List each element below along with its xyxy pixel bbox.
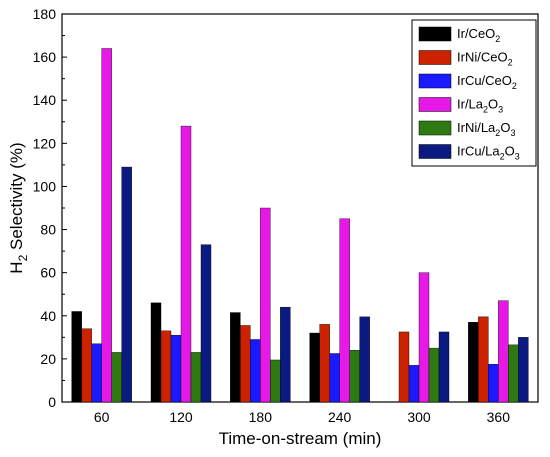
- legend-swatch: [418, 50, 452, 65]
- y-tick-label: 80: [40, 222, 56, 238]
- legend-entry-subscript: 2: [508, 58, 513, 68]
- bar: [359, 316, 370, 403]
- bar: [498, 300, 509, 403]
- y-tick-label: 40: [40, 308, 56, 324]
- legend-entry-subscript: 2: [495, 128, 500, 138]
- bar: [339, 218, 350, 403]
- bar: [150, 302, 162, 403]
- x-tick-label: 240: [328, 409, 352, 425]
- y-tick-label: 20: [40, 351, 56, 367]
- bar: [398, 331, 410, 403]
- bar: [111, 352, 122, 403]
- legend-entry-label: Ir/La2O3: [457, 97, 503, 115]
- legend-entry-label: IrNi/CeO2: [457, 50, 513, 68]
- bar: [121, 166, 132, 403]
- legend-entry-label: IrNi/La2O3: [457, 120, 515, 138]
- y-tick-label: 0: [48, 394, 56, 410]
- x-tick-label: 120: [169, 409, 193, 425]
- y-tick-label: 100: [33, 178, 57, 194]
- bar: [329, 353, 340, 403]
- legend-swatch: [418, 120, 452, 136]
- bar: [101, 48, 112, 403]
- bar: [170, 334, 182, 403]
- legend-swatch: [418, 97, 452, 112]
- legend-entry-subscript: 2: [500, 152, 505, 162]
- legend-entry-name: Ir/CeO: [457, 26, 495, 41]
- legend-entry-label: IrCu/La2O3: [457, 144, 520, 162]
- legend-entry-label: Ir/CeO2: [457, 26, 500, 44]
- x-tick-label: 180: [249, 409, 273, 425]
- bar: [200, 244, 212, 403]
- legend-entry-name-part: O: [505, 144, 515, 159]
- legend-entry-name: Ir/La: [457, 97, 484, 112]
- bar: [81, 328, 92, 403]
- legend-entry-name-part: O: [500, 120, 510, 135]
- bar: [240, 325, 251, 403]
- y-axis-title: H2 Selectivity (%): [7, 142, 30, 273]
- bar: [270, 359, 281, 403]
- x-axis-title: Time-on-stream (min): [219, 429, 382, 448]
- bar: [230, 312, 241, 403]
- x-tick-label: 300: [407, 409, 431, 425]
- bar: [438, 331, 450, 403]
- bar: [260, 207, 271, 403]
- y-tick-label: 160: [33, 49, 57, 65]
- legend-entry-name: IrNi/CeO: [457, 50, 508, 65]
- bar: [190, 352, 202, 403]
- legend-entry-name-part: O: [488, 97, 498, 112]
- bar: [478, 316, 489, 403]
- y-tick-label: 140: [33, 92, 57, 108]
- bar: [160, 330, 172, 403]
- y-tick-label: 180: [33, 6, 57, 22]
- bar: [71, 311, 82, 403]
- bar: [518, 337, 529, 403]
- legend-box: [411, 19, 537, 167]
- bar: [408, 365, 420, 403]
- legend-entry-subscript: 3: [498, 105, 503, 115]
- bar: [250, 339, 261, 403]
- y-axis-title-subscript: 2: [16, 254, 30, 261]
- legend-entry-name: IrCu/La: [457, 144, 500, 159]
- bar: [91, 343, 102, 403]
- legend: Ir/CeO2IrNi/CeO2IrCu/CeO2Ir/La2O3IrNi/La…: [411, 19, 537, 167]
- legend-swatch: [418, 73, 452, 89]
- bar: [418, 272, 430, 403]
- bar: [488, 364, 499, 403]
- x-tick-label: 60: [94, 409, 110, 425]
- legend-entry-subscript: 3: [510, 128, 515, 138]
- legend-entry-name: IrCu/CeO: [457, 73, 512, 88]
- bar: [309, 332, 320, 403]
- y-axis-title-main: H: [7, 261, 26, 273]
- bar: [319, 324, 330, 403]
- y-tick-label: 60: [40, 265, 56, 281]
- bar: [280, 306, 291, 403]
- legend-entry-subscript: 2: [483, 105, 488, 115]
- legend-swatch: [418, 144, 452, 159]
- bar: [468, 322, 479, 403]
- legend-entry-label: IrCu/CeO2: [457, 73, 517, 91]
- legend-swatch: [418, 26, 452, 42]
- x-tick-label: 360: [487, 409, 511, 425]
- labels-layer: 0 20 40 60 80 100 120 140 160 180 60 120 180 240 300 36…: [7, 6, 510, 448]
- legend-entry-subscript: 2: [495, 34, 500, 44]
- bar: [180, 125, 192, 403]
- y-axis-title-rest: Selectivity (%): [7, 142, 26, 254]
- legend-entry-name: IrNi/La: [457, 120, 496, 135]
- legend-entry-subscript: 2: [512, 81, 517, 91]
- bar: [349, 350, 360, 403]
- bar: [508, 344, 519, 403]
- y-tick-label: 120: [33, 135, 57, 151]
- bar: [428, 347, 440, 403]
- bars-layer: [71, 48, 529, 403]
- legend-entry-subscript: 3: [515, 152, 520, 162]
